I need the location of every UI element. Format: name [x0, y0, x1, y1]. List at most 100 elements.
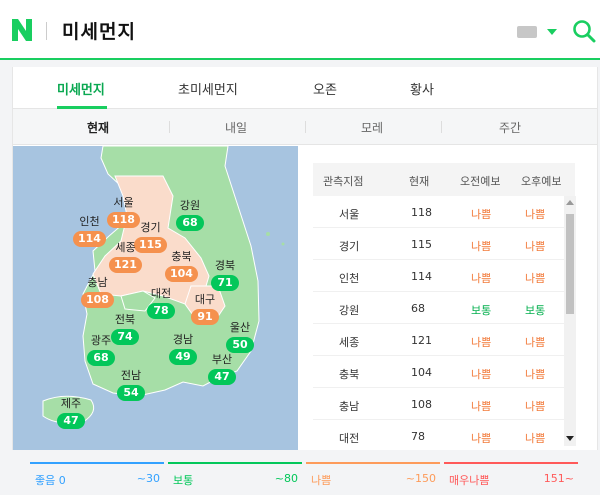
region-name: 대전: [150, 287, 172, 300]
region-name: 세종: [115, 241, 136, 254]
station-cell: 서울: [339, 208, 360, 221]
search-icon[interactable]: [572, 19, 596, 43]
region-value: 118: [107, 212, 140, 228]
region-name: 광주: [90, 334, 112, 347]
current-value-cell: 118: [411, 206, 432, 219]
scroll-up-icon[interactable]: [566, 200, 574, 205]
table-row[interactable]: 대전 78 나쁨 나쁨: [313, 420, 575, 450]
table-row[interactable]: 강원 68 보통 보통: [313, 292, 575, 324]
pm-forecast-cell: 나쁨: [525, 368, 546, 381]
tab-day-after[interactable]: 모레: [361, 121, 384, 135]
region-name: 경남: [172, 333, 194, 346]
legend-good-label: 좋음 0: [35, 474, 66, 487]
legend-normal-range: ~80: [274, 472, 298, 485]
station-cell: 강원: [339, 304, 360, 317]
pollutant-tabs: 미세먼지 초미세먼지 오존 황사: [13, 67, 597, 109]
region-badge[interactable]: 울산 50: [226, 320, 254, 353]
am-forecast-cell: 나쁨: [471, 400, 492, 413]
legend-bad-range: ~150: [405, 472, 436, 485]
table-row[interactable]: 충북 104 나쁨 나쁨: [313, 356, 575, 388]
tab-fine-dust[interactable]: 미세먼지: [57, 83, 105, 98]
region-badge[interactable]: 제주 47: [57, 396, 85, 429]
region-value: 114: [73, 231, 106, 247]
region-name: 경기: [140, 221, 161, 234]
region-badge[interactable]: 충남 108: [81, 275, 114, 308]
scrollbar-thumb[interactable]: [566, 214, 574, 314]
table-row[interactable]: 인천 114 나쁨 나쁨: [313, 260, 575, 292]
station-cell: 충남: [339, 400, 360, 413]
current-value-cell: 115: [411, 238, 432, 251]
header-bar: 미세먼지: [0, 0, 600, 60]
tab-tomorrow[interactable]: 내일: [225, 121, 248, 135]
current-value-cell: 108: [411, 398, 432, 411]
scroll-down-icon[interactable]: [566, 436, 574, 441]
region-name: 부산: [211, 353, 233, 366]
am-forecast-cell: 나쁨: [471, 272, 492, 285]
region-name: 전남: [120, 369, 142, 382]
station-cell: 대전: [339, 432, 360, 445]
legend-normal: 보통 ~80: [168, 462, 302, 492]
legend-normal-label: 보통: [173, 474, 194, 487]
region-badge[interactable]: 인천 114: [73, 214, 106, 247]
legend-good: 좋음 0 ~30: [30, 462, 164, 492]
region-value: 91: [191, 309, 219, 325]
am-forecast-cell: 나쁨: [471, 336, 492, 349]
tab-ozone[interactable]: 오존: [313, 83, 337, 98]
table-row[interactable]: 세종 121 나쁨 나쁨: [313, 324, 575, 356]
region-name: 서울: [113, 196, 134, 209]
naver-logo-icon[interactable]: [12, 19, 32, 41]
region-badge[interactable]: 대전 78: [147, 286, 175, 319]
region-badge[interactable]: 대구 91: [191, 292, 219, 325]
legend-bad-label: 나쁨: [311, 474, 332, 487]
table-scrollbar[interactable]: [564, 196, 576, 446]
region-badge[interactable]: 세종 121: [109, 240, 142, 273]
region-badge[interactable]: 강원 68: [176, 198, 204, 231]
region-badge[interactable]: 광주 68: [87, 333, 115, 366]
region-badge[interactable]: 경남 49: [169, 332, 197, 365]
legend-very-bad-range: 151~: [543, 472, 574, 485]
tab-yellow-dust[interactable]: 황사: [410, 83, 434, 98]
region-value: 47: [57, 413, 85, 429]
region-name: 울산: [229, 321, 251, 334]
region-value: 78: [147, 303, 175, 319]
region-value: 74: [111, 329, 139, 345]
region-name: 충남: [87, 276, 108, 289]
pm-forecast-cell: 나쁨: [525, 400, 546, 413]
region-value: 68: [87, 350, 115, 366]
region-value: 54: [117, 385, 145, 401]
table-row[interactable]: 경기 115 나쁨 나쁨: [313, 228, 575, 260]
pm-forecast-cell: 나쁨: [525, 208, 546, 221]
region-badge[interactable]: 경기 115: [134, 220, 167, 253]
page-title: 미세먼지: [62, 21, 136, 43]
region-badge[interactable]: 서울 118: [107, 195, 140, 228]
chevron-down-icon[interactable]: [547, 29, 557, 35]
legend-good-range: ~30: [136, 472, 160, 485]
tab-ultrafine-dust[interactable]: 초미세먼지: [178, 83, 238, 98]
region-name: 전북: [114, 313, 136, 326]
station-cell: 경기: [339, 240, 360, 253]
active-tab-indicator: [57, 106, 107, 109]
table-row[interactable]: 서울 118 나쁨 나쁨: [313, 196, 575, 228]
region-badge[interactable]: 전남 54: [117, 368, 145, 401]
legend-very-bad: 매우나쁨 151~: [444, 462, 578, 492]
table-row[interactable]: 충남 108 나쁨 나쁨: [313, 388, 575, 420]
tab-weekly[interactable]: 주간: [499, 121, 522, 135]
region-value: 68: [176, 215, 204, 231]
current-value-cell: 114: [411, 270, 432, 283]
current-value-cell: 104: [411, 366, 432, 379]
tab-divider: [169, 121, 170, 133]
region-badge[interactable]: 전북 74: [111, 312, 139, 345]
table-body: 서울 118 나쁨 나쁨 경기 115 나쁨 나쁨 인천 114 나쁨 나쁨 강원 68 보통 보통 세종 121…: [313, 196, 575, 450]
tab-now[interactable]: 현재: [87, 121, 110, 135]
pm-forecast-cell: 나쁨: [525, 336, 546, 349]
legend-very-bad-label: 매우나쁨: [449, 474, 490, 487]
region-badge[interactable]: 경북 71: [211, 258, 239, 291]
region-badge[interactable]: 충북 104: [165, 249, 198, 282]
pm-forecast-cell: 보통: [525, 304, 546, 317]
keyboard-icon[interactable]: [517, 26, 537, 38]
current-value-cell: 121: [411, 334, 432, 347]
region-value: 50: [226, 337, 254, 353]
region-value: 71: [211, 275, 239, 291]
legend-bad: 나쁨 ~150: [306, 462, 440, 492]
region-badge[interactable]: 부산 47: [208, 352, 236, 385]
